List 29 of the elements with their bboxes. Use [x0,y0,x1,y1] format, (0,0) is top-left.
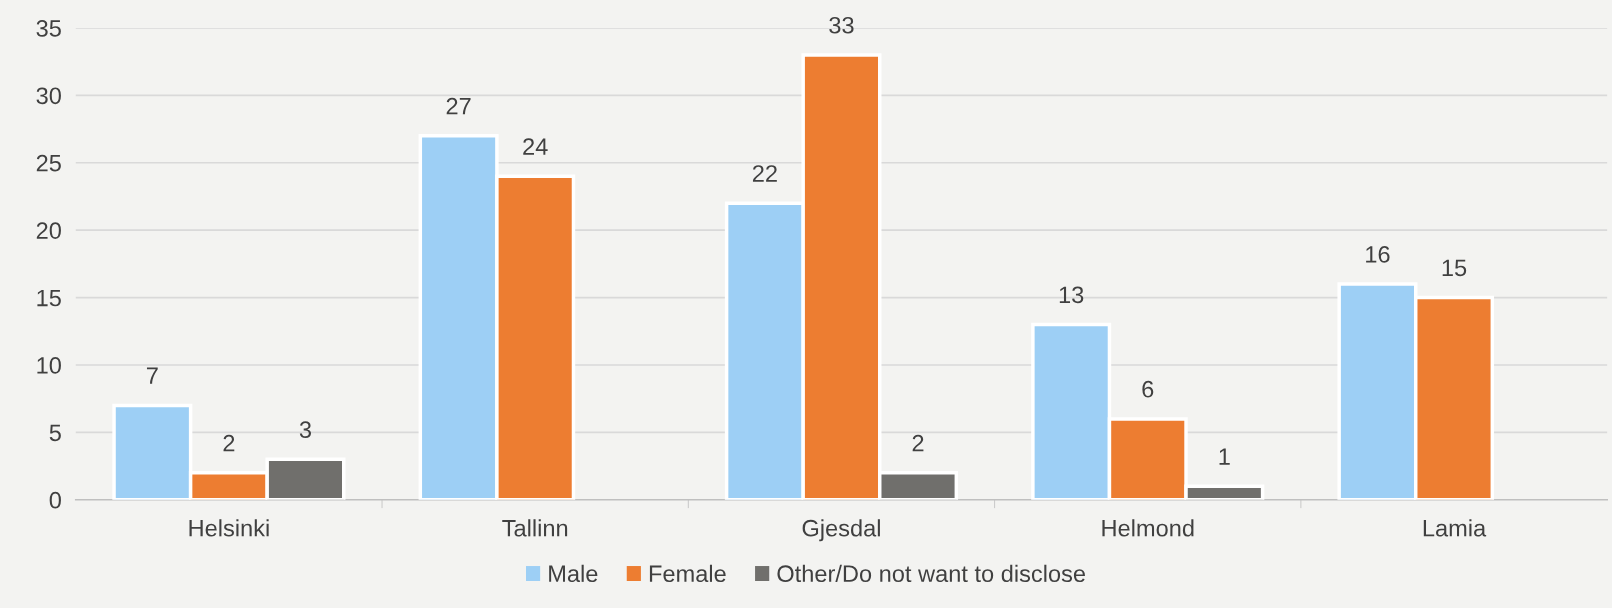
data-label: 6 [1142,380,1154,398]
x-tick-label: Lamia [1423,519,1487,537]
data-label: 33 [829,16,854,34]
y-tick-label: 10 [37,357,61,374]
y-tick-label: 5 [49,424,61,442]
data-label: 2 [223,434,235,452]
y-tick-label: 35 [36,20,61,37]
data-label: 22 [752,165,777,182]
data-label: 27 [446,97,471,115]
data-label: 1 [1219,448,1230,465]
y-tick-label: 0 [49,491,61,509]
x-tick-label: Tallinn [502,519,568,537]
y-tick-label: 30 [36,87,61,105]
legend-label: Male [549,564,598,583]
data-label: 3 [299,421,311,438]
data-label: 2 [912,434,924,452]
y-tick-label: 15 [37,289,61,307]
y-tick-label: 25 [36,154,61,172]
data-label: 16 [1366,246,1390,263]
data-label: 13 [1059,286,1084,304]
data-label: 15 [1442,259,1467,277]
legend-label: Female [649,564,726,583]
y-tick-label: 20 [36,222,61,239]
data-label: 24 [523,138,548,155]
data-label: 7 [146,367,158,384]
x-tick-label: Helsinki [189,519,269,537]
legend-label: Other/Do not want to disclose [777,564,1085,583]
x-tick-label: Helmond [1102,519,1194,537]
x-tick-label: Gjesdal [802,519,880,542]
